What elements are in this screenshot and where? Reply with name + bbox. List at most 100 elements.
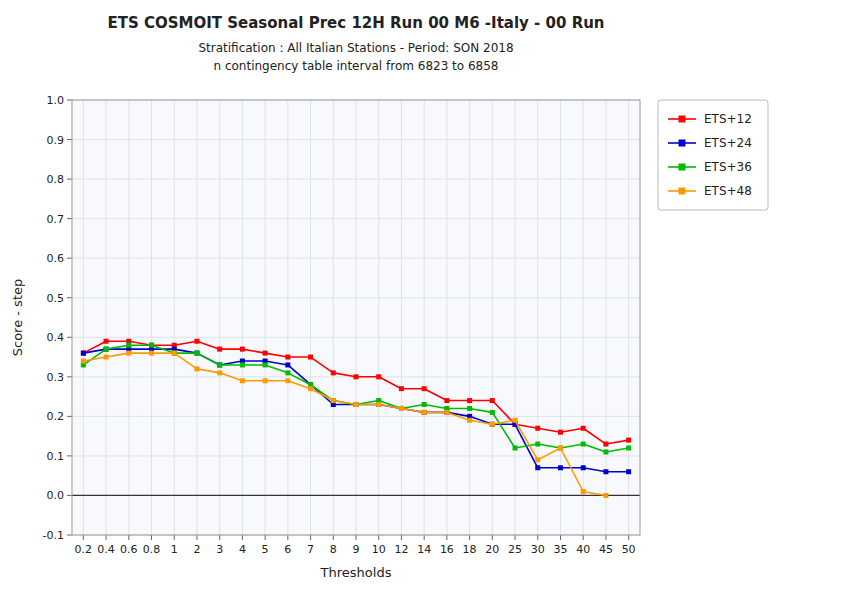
tick-mark <box>67 376 72 377</box>
marker <box>308 386 313 391</box>
tick-label: 1.0 <box>47 94 65 107</box>
tick-label: 0.5 <box>47 292 65 305</box>
series-group <box>81 339 631 498</box>
tick-mark <box>310 535 311 540</box>
marker <box>194 351 199 356</box>
tick-label: 9 <box>353 543 360 556</box>
grid <box>72 100 640 535</box>
grid-line <box>242 100 243 535</box>
marker <box>603 442 608 447</box>
legend-marker <box>679 164 686 171</box>
tick-label: 40 <box>576 543 590 556</box>
tick-label: 50 <box>622 543 636 556</box>
tick-mark <box>265 535 266 540</box>
marker <box>263 378 268 383</box>
grid-line <box>72 495 640 496</box>
series <box>81 339 631 447</box>
grid-line <box>219 100 220 535</box>
marker <box>603 449 608 454</box>
plot-frame <box>72 100 640 535</box>
tick-mark <box>333 535 334 540</box>
marker <box>331 398 336 403</box>
tick-mark <box>67 455 72 456</box>
tick-label: 12 <box>394 543 408 556</box>
marker <box>376 374 381 379</box>
grid-line <box>196 100 197 535</box>
legend-label: ETS+24 <box>704 136 752 150</box>
tick-mark <box>67 179 72 180</box>
tick-label: 0.0 <box>47 489 65 502</box>
zero-line <box>72 495 640 496</box>
tick-mark <box>196 535 197 540</box>
tick-mark <box>356 535 357 540</box>
marker <box>490 410 495 415</box>
grid-line <box>469 100 470 535</box>
marker <box>422 402 427 407</box>
marker <box>603 493 608 498</box>
grid-line <box>401 100 402 535</box>
tick-mark <box>83 535 84 540</box>
series-line <box>83 341 628 444</box>
tick-label: 6 <box>284 543 291 556</box>
grid-line <box>492 100 493 535</box>
marker <box>603 469 608 474</box>
tick-mark <box>106 535 107 540</box>
marker <box>194 366 199 371</box>
marker <box>422 410 427 415</box>
grid-line <box>310 100 311 535</box>
tick-label: 5 <box>262 543 269 556</box>
tick-mark <box>67 100 72 101</box>
tick-mark <box>583 535 584 540</box>
tick-mark <box>67 139 72 140</box>
grid-line <box>446 100 447 535</box>
marker <box>240 362 245 367</box>
marker <box>467 406 472 411</box>
grid-line <box>287 100 288 535</box>
marker <box>467 398 472 403</box>
tick-label: 25 <box>508 543 522 556</box>
marker <box>581 442 586 447</box>
marker <box>626 438 631 443</box>
x-ticks: 0.20.40.60.81234567891012141618202530354… <box>75 535 636 556</box>
legend: ETS+12ETS+24ETS+36ETS+48 <box>658 100 768 210</box>
marker <box>104 347 109 352</box>
tick-mark <box>469 535 470 540</box>
tick-label: 0.4 <box>97 543 115 556</box>
tick-mark <box>401 535 402 540</box>
marker <box>217 370 222 375</box>
tick-mark <box>378 535 379 540</box>
marker <box>535 465 540 470</box>
legend-box <box>658 100 768 210</box>
marker <box>172 351 177 356</box>
legend-marker <box>679 188 686 195</box>
tick-label: 7 <box>307 543 314 556</box>
tick-label: 1 <box>171 543 178 556</box>
marker <box>285 362 290 367</box>
tick-mark <box>128 535 129 540</box>
marker <box>217 347 222 352</box>
marker <box>104 347 109 352</box>
tick-label: 4 <box>239 543 246 556</box>
marker <box>104 339 109 344</box>
marker <box>240 378 245 383</box>
marker <box>376 402 381 407</box>
tick-mark <box>446 535 447 540</box>
marker <box>535 426 540 431</box>
marker <box>331 398 336 403</box>
marker <box>558 446 563 451</box>
grid-line <box>356 100 357 535</box>
tick-label: 0.3 <box>47 371 65 384</box>
tick-label: 0.6 <box>47 252 65 265</box>
marker <box>81 351 86 356</box>
tick-mark <box>67 495 72 496</box>
tick-label: 0.7 <box>47 213 65 226</box>
tick-mark <box>67 258 72 259</box>
tick-label: 35 <box>553 543 567 556</box>
tick-mark <box>537 535 538 540</box>
marker <box>467 418 472 423</box>
title: ETS COSMOIT Seasonal Prec 12H Run 00 M6 … <box>107 14 604 32</box>
marker <box>263 351 268 356</box>
series-line <box>83 345 628 452</box>
chart: ETS COSMOIT Seasonal Prec 12H Run 00 M6 … <box>0 0 850 600</box>
marker <box>490 422 495 427</box>
